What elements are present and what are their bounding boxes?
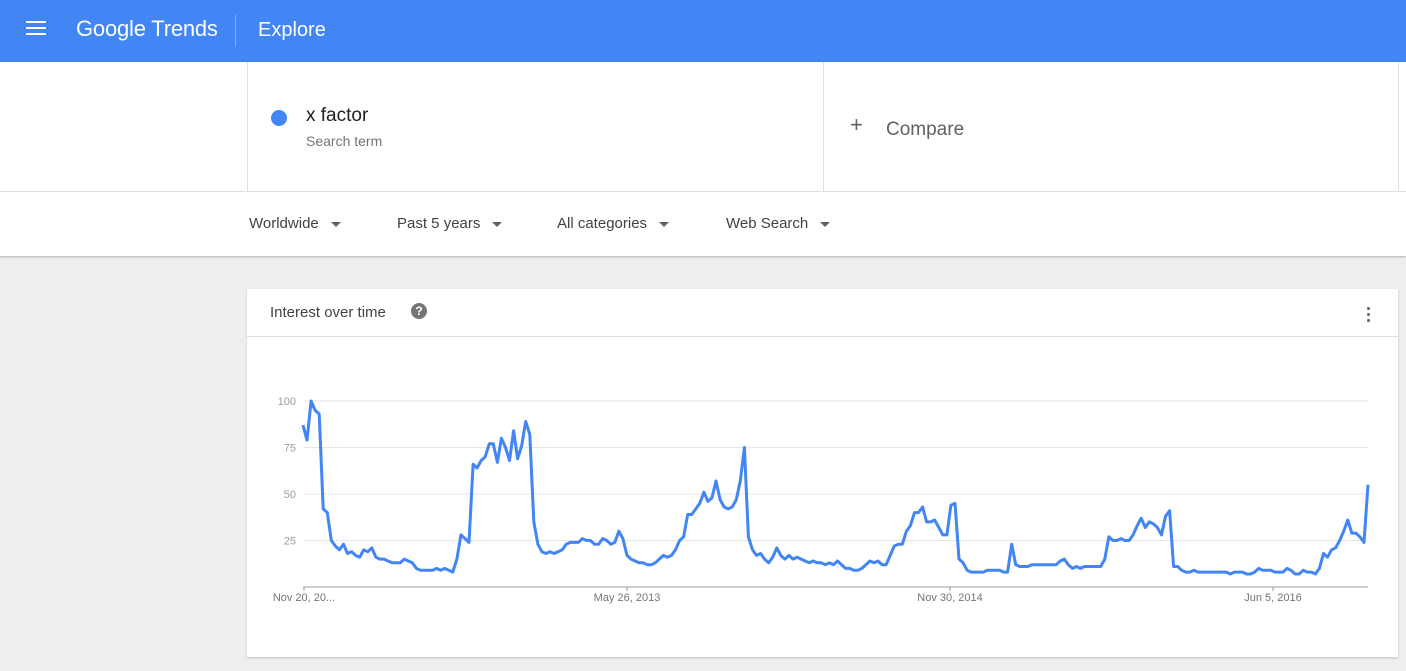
y-tick-label: 25	[284, 536, 296, 548]
term-color-dot	[271, 110, 287, 126]
x-tick-label: Nov 30, 2014	[917, 592, 982, 604]
card-header: Interest over time ?	[247, 289, 1398, 337]
search-term-type: Search term	[306, 133, 383, 149]
search-term-value[interactable]: x factor	[306, 105, 369, 126]
header-divider	[235, 15, 236, 47]
plus-icon: +	[850, 112, 863, 137]
hamburger-menu-icon[interactable]	[26, 21, 48, 37]
search-term-card[interactable]: x factor Search term	[247, 62, 824, 191]
time-filter-label: Past 5 years	[397, 215, 481, 232]
help-circle-icon[interactable]: ?	[411, 303, 427, 319]
compare-label: Compare	[886, 119, 965, 140]
top-app-bar: Google Trends Explore	[0, 0, 1406, 62]
interest-line-chart: 25 50 75 100 Nov 20, 20... May 26, 2013 Nov 30…	[273, 396, 1370, 604]
search-panel: x factor Search term + Compare Worldwide…	[0, 62, 1406, 256]
filters-divider	[0, 191, 1406, 192]
x-tick-label: May 26, 2013	[594, 592, 661, 604]
caret-down-icon	[820, 221, 831, 227]
caret-down-icon	[659, 221, 670, 227]
category-filter-dropdown[interactable]: All categories	[557, 215, 670, 232]
more-vert-icon[interactable]	[1363, 305, 1373, 323]
caret-down-icon	[492, 221, 503, 227]
x-tick-label: Jun 5, 2016	[1244, 592, 1302, 604]
google-trends-logo[interactable]: Google Trends	[76, 16, 218, 42]
region-filter-label: Worldwide	[249, 215, 319, 232]
y-tick-label: 75	[284, 443, 296, 455]
compare-button[interactable]: + Compare	[823, 62, 1399, 191]
series-line-x-factor[interactable]	[301, 399, 1370, 576]
time-filter-dropdown[interactable]: Past 5 years	[397, 215, 503, 232]
x-tick-label: Nov 20, 20...	[273, 592, 335, 604]
card-title: Interest over time	[270, 304, 386, 321]
y-tick-label: 100	[278, 396, 296, 408]
property-filter-label: Web Search	[726, 215, 809, 232]
caret-down-icon	[330, 221, 341, 227]
y-tick-label: 50	[284, 489, 296, 501]
logo-google: Google	[76, 16, 146, 41]
logo-trends: Trends	[151, 16, 218, 41]
category-filter-label: All categories	[557, 215, 648, 232]
region-filter-dropdown[interactable]: Worldwide	[249, 215, 341, 232]
property-filter-dropdown[interactable]: Web Search	[726, 215, 831, 232]
interest-over-time-card: Interest over time ? 25 50 75 100 Nov 20, 20…	[247, 289, 1398, 657]
page-title: Explore	[258, 19, 326, 41]
